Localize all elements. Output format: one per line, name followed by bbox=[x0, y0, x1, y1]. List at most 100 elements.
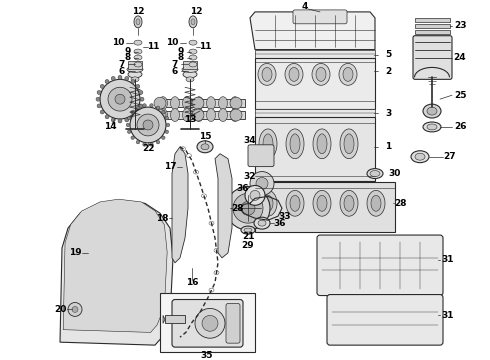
Text: 36: 36 bbox=[237, 184, 249, 193]
Text: 18: 18 bbox=[156, 214, 168, 223]
Ellipse shape bbox=[312, 63, 330, 85]
Bar bbox=[183, 62, 197, 69]
Ellipse shape bbox=[241, 226, 255, 234]
Ellipse shape bbox=[100, 110, 104, 114]
Bar bbox=[415, 18, 450, 22]
Text: 9: 9 bbox=[125, 47, 131, 56]
Circle shape bbox=[230, 109, 242, 121]
Circle shape bbox=[195, 309, 225, 338]
Ellipse shape bbox=[127, 130, 131, 134]
Ellipse shape bbox=[423, 122, 441, 132]
Ellipse shape bbox=[100, 84, 104, 88]
Bar bbox=[255, 58, 375, 109]
Circle shape bbox=[230, 97, 242, 109]
Bar bbox=[255, 50, 375, 58]
Ellipse shape bbox=[156, 106, 160, 109]
Ellipse shape bbox=[259, 190, 277, 216]
Ellipse shape bbox=[136, 106, 140, 109]
FancyBboxPatch shape bbox=[413, 36, 452, 79]
Text: 6: 6 bbox=[119, 67, 125, 76]
Ellipse shape bbox=[195, 109, 203, 121]
Ellipse shape bbox=[206, 97, 216, 109]
Bar bbox=[255, 109, 375, 117]
Circle shape bbox=[143, 120, 153, 130]
Ellipse shape bbox=[134, 16, 142, 28]
Text: 12: 12 bbox=[132, 8, 144, 17]
Ellipse shape bbox=[125, 118, 129, 122]
Text: 23: 23 bbox=[454, 21, 466, 30]
Ellipse shape bbox=[286, 129, 304, 159]
Ellipse shape bbox=[158, 109, 168, 121]
Ellipse shape bbox=[189, 55, 197, 60]
Text: 20: 20 bbox=[54, 305, 66, 314]
Ellipse shape bbox=[171, 109, 179, 121]
Text: 14: 14 bbox=[104, 122, 116, 131]
Ellipse shape bbox=[186, 77, 194, 82]
Ellipse shape bbox=[189, 62, 197, 67]
Ellipse shape bbox=[156, 140, 160, 144]
Ellipse shape bbox=[131, 115, 135, 119]
Bar bbox=[155, 111, 245, 119]
Ellipse shape bbox=[127, 116, 131, 120]
Text: 26: 26 bbox=[454, 122, 466, 131]
Polygon shape bbox=[250, 12, 375, 50]
Ellipse shape bbox=[317, 195, 327, 211]
Text: 17: 17 bbox=[164, 162, 176, 171]
Text: 11: 11 bbox=[147, 42, 159, 51]
Ellipse shape bbox=[166, 123, 170, 127]
Ellipse shape bbox=[189, 49, 197, 54]
Circle shape bbox=[72, 306, 78, 312]
Ellipse shape bbox=[339, 63, 357, 85]
Text: 21: 21 bbox=[242, 231, 254, 240]
Circle shape bbox=[108, 87, 132, 111]
Ellipse shape bbox=[340, 129, 358, 159]
Ellipse shape bbox=[258, 63, 276, 85]
Circle shape bbox=[192, 97, 204, 109]
Ellipse shape bbox=[134, 55, 142, 60]
Ellipse shape bbox=[195, 97, 203, 109]
Circle shape bbox=[154, 97, 166, 109]
Ellipse shape bbox=[105, 80, 109, 84]
Ellipse shape bbox=[183, 71, 197, 78]
Ellipse shape bbox=[340, 190, 358, 216]
Circle shape bbox=[250, 190, 260, 200]
Ellipse shape bbox=[140, 97, 144, 101]
Ellipse shape bbox=[118, 75, 122, 79]
Text: 5: 5 bbox=[385, 50, 391, 59]
Ellipse shape bbox=[427, 107, 437, 115]
FancyBboxPatch shape bbox=[172, 300, 243, 347]
Ellipse shape bbox=[313, 129, 331, 159]
Polygon shape bbox=[60, 200, 173, 345]
Bar bbox=[415, 24, 450, 28]
Text: 30: 30 bbox=[389, 169, 401, 178]
Bar bbox=[255, 183, 395, 232]
Ellipse shape bbox=[162, 111, 165, 114]
Ellipse shape bbox=[317, 134, 327, 154]
Ellipse shape bbox=[259, 129, 277, 159]
Ellipse shape bbox=[111, 118, 115, 122]
Ellipse shape bbox=[371, 195, 381, 211]
Text: 36: 36 bbox=[274, 219, 286, 228]
Ellipse shape bbox=[254, 217, 270, 229]
Circle shape bbox=[233, 193, 263, 223]
Ellipse shape bbox=[182, 109, 192, 121]
Circle shape bbox=[226, 186, 270, 230]
Text: 28: 28 bbox=[394, 199, 406, 208]
Ellipse shape bbox=[143, 104, 147, 107]
FancyBboxPatch shape bbox=[317, 235, 443, 296]
Ellipse shape bbox=[415, 153, 425, 160]
Ellipse shape bbox=[367, 190, 385, 216]
Ellipse shape bbox=[136, 140, 140, 144]
Text: 34: 34 bbox=[244, 136, 256, 145]
Ellipse shape bbox=[150, 104, 153, 107]
Circle shape bbox=[241, 201, 255, 215]
Text: 24: 24 bbox=[454, 53, 466, 62]
Ellipse shape bbox=[136, 110, 140, 114]
FancyBboxPatch shape bbox=[327, 294, 443, 345]
Text: 13: 13 bbox=[184, 114, 196, 123]
Ellipse shape bbox=[131, 111, 134, 114]
Ellipse shape bbox=[165, 116, 169, 120]
Ellipse shape bbox=[230, 97, 240, 109]
Ellipse shape bbox=[427, 124, 437, 130]
Ellipse shape bbox=[182, 67, 198, 72]
